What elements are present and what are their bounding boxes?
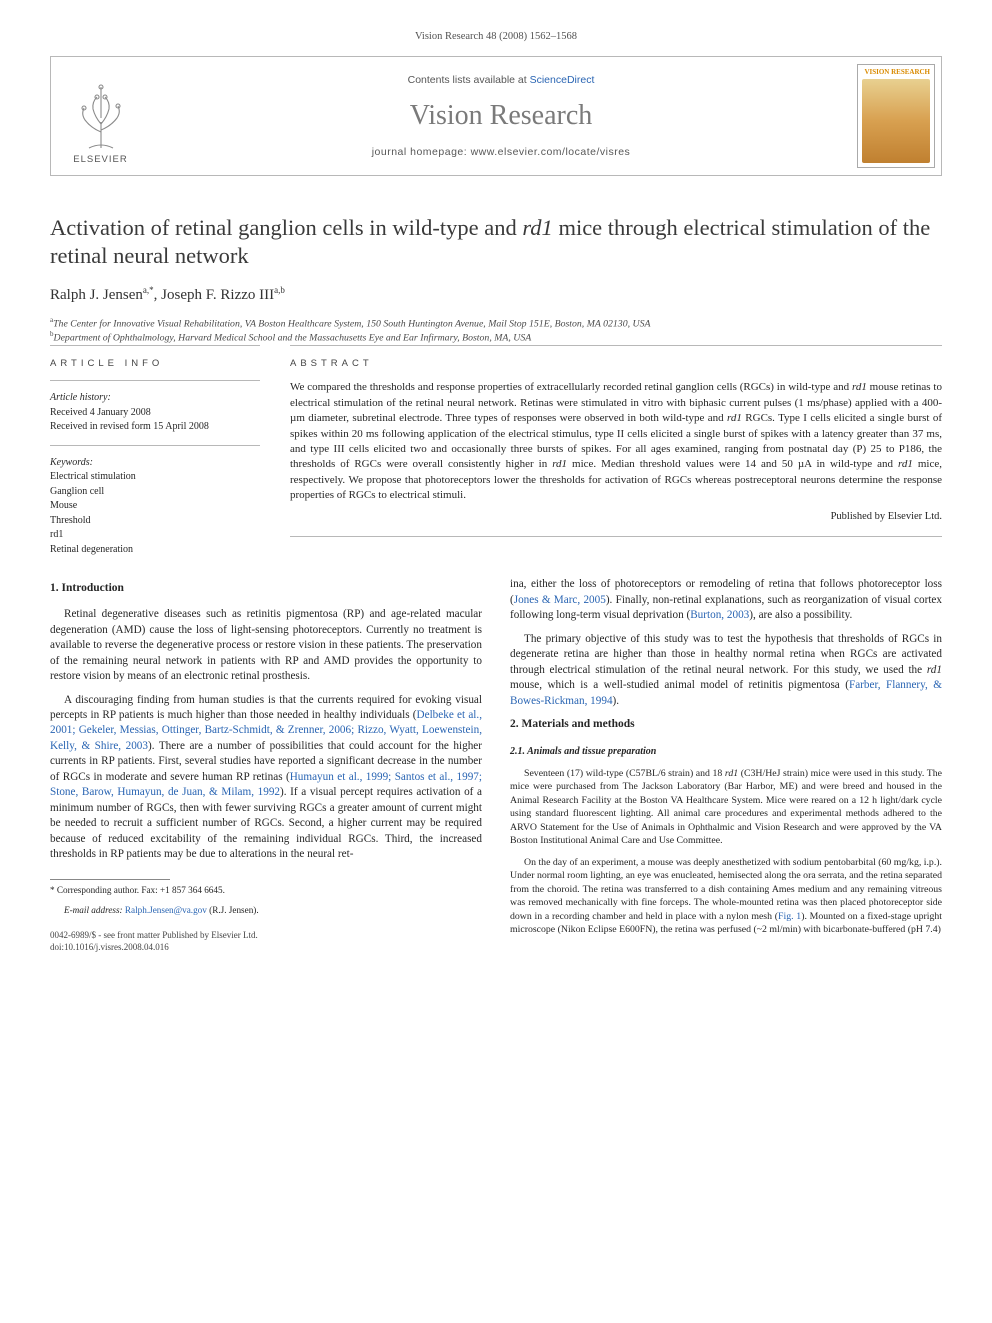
history-header: Article history: xyxy=(50,391,260,406)
intro-p3: The primary objective of this study was … xyxy=(510,632,942,709)
methods-p1-ital1: rd1 xyxy=(725,768,738,779)
title-pre: Activation of retinal ganglion cells in … xyxy=(50,215,522,240)
article-info-label: ARTICLE INFO xyxy=(50,358,260,371)
keyword-2: Ganglion cell xyxy=(50,485,260,500)
methods-p1: Seventeen (17) wild-type (C57BL/6 strain… xyxy=(510,767,942,848)
methods-p2: On the day of an experiment, a mouse was… xyxy=(510,856,942,937)
revised-date: Received in revised form 15 April 2008 xyxy=(50,420,260,435)
elsevier-tree-icon xyxy=(71,82,131,152)
info-rule-1 xyxy=(50,380,260,381)
keywords-block: Keywords: Electrical stimulation Ganglio… xyxy=(50,456,260,558)
intro-p2-cont: ina, either the loss of photoreceptors o… xyxy=(510,577,942,623)
fig1-link[interactable]: Fig. 1 xyxy=(778,911,801,922)
methods-p1b: (C3H/HeJ strain) mice were used in this … xyxy=(510,768,942,847)
article-title: Activation of retinal ganglion cells in … xyxy=(50,214,942,270)
abstract-column: ABSTRACT We compared the thresholds and … xyxy=(290,345,942,558)
intro-p3a: The primary objective of this study was … xyxy=(510,633,942,676)
published-by: Published by Elsevier Ltd. xyxy=(290,510,942,524)
title-ital: rd1 xyxy=(522,215,552,240)
contents-line: Contents lists available at ScienceDirec… xyxy=(408,73,595,87)
keywords-header: Keywords: xyxy=(50,456,260,471)
intro-p2: A discouraging finding from human studie… xyxy=(50,693,482,863)
methods-sub1: 2.1. Animals and tissue preparation xyxy=(510,745,942,759)
author-2: , Joseph F. Rizzo III xyxy=(154,287,274,303)
footnote-rule xyxy=(50,879,170,880)
footer-block: 0042-6989/$ - see front matter Published… xyxy=(50,930,482,953)
keyword-1: Electrical stimulation xyxy=(50,470,260,485)
abs-p1b: rd1 xyxy=(852,381,867,393)
contents-prefix: Contents lists available at xyxy=(408,74,530,86)
keyword-5-ital: rd1 xyxy=(50,529,63,540)
received-date: Received 4 January 2008 xyxy=(50,406,260,421)
ref-link-burton[interactable]: Burton, 2003 xyxy=(690,609,749,621)
authors-line: Ralph J. Jensena,*, Joseph F. Rizzo IIIa… xyxy=(50,284,942,305)
article-info-column: ARTICLE INFO Article history: Received 4… xyxy=(50,345,260,558)
abstract-text: We compared the thresholds and response … xyxy=(290,380,942,503)
intro-heading: 1. Introduction xyxy=(50,581,482,597)
affil-b: Department of Ophthalmology, Harvard Med… xyxy=(54,332,532,343)
affiliations: aThe Center for Innovative Visual Rehabi… xyxy=(50,316,942,345)
front-matter-line: 0042-6989/$ - see front matter Published… xyxy=(50,930,482,942)
email-label: E-mail address: xyxy=(64,905,123,915)
keyword-3: Mouse xyxy=(50,499,260,514)
citation-line: Vision Research 48 (2008) 1562–1568 xyxy=(50,30,942,44)
abstract-bottom-rule xyxy=(290,536,942,537)
info-rule-2 xyxy=(50,445,260,446)
cover-title: VISION RESEARCH xyxy=(862,69,930,76)
cover-thumb-block: VISION RESEARCH xyxy=(851,57,941,175)
abs-p1h: rd1 xyxy=(898,458,913,470)
publisher-logo-block: ELSEVIER xyxy=(51,57,151,175)
email-who: (R.J. Jensen). xyxy=(207,905,259,915)
doi-line: doi:10.1016/j.visres.2008.04.016 xyxy=(50,942,482,954)
ref-link-jones[interactable]: Jones & Marc, 2005 xyxy=(514,594,606,606)
author-1-sup: a,* xyxy=(143,285,154,295)
intro-p2f: ), are also a possibility. xyxy=(749,609,852,621)
corresponding-author: * Corresponding author. Fax: +1 857 364 … xyxy=(50,884,482,896)
banner-center: Contents lists available at ScienceDirec… xyxy=(151,57,851,175)
journal-banner: ELSEVIER Contents lists available at Sci… xyxy=(50,56,942,176)
methods-p1a: Seventeen (17) wild-type (C57BL/6 strain… xyxy=(524,768,725,779)
email-line: E-mail address: Ralph.Jensen@va.gov (R.J… xyxy=(50,904,482,916)
cover-image-graphic xyxy=(862,79,930,163)
keyword-5: rd1 xyxy=(50,528,260,543)
abs-p1d: rd1 xyxy=(727,412,742,424)
affil-a: The Center for Innovative Visual Rehabil… xyxy=(53,318,650,329)
abs-p1g: mice. Median threshold values were 14 an… xyxy=(567,458,898,470)
author-2-sup: a,b xyxy=(274,285,285,295)
journal-homepage: journal homepage: www.elsevier.com/locat… xyxy=(372,145,631,159)
publisher-name: ELSEVIER xyxy=(73,154,127,167)
author-1: Ralph J. Jensen xyxy=(50,287,143,303)
intro-p3b: mouse, which is a well-studied animal mo… xyxy=(510,679,849,691)
intro-p1: Retinal degenerative diseases such as re… xyxy=(50,607,482,684)
abs-p1a: We compared the thresholds and response … xyxy=(290,381,852,393)
abs-p1f: rd1 xyxy=(552,458,567,470)
cover-thumb: VISION RESEARCH xyxy=(857,64,935,168)
sciencedirect-link[interactable]: ScienceDirect xyxy=(530,74,595,86)
author-email-link[interactable]: Ralph.Jensen@va.gov xyxy=(125,905,207,915)
journal-name: Vision Research xyxy=(410,97,593,135)
intro-p3-ital: rd1 xyxy=(927,664,942,676)
methods-heading: 2. Materials and methods xyxy=(510,717,942,733)
keyword-6: Retinal degeneration xyxy=(50,543,260,558)
body-columns: 1. Introduction Retinal degenerative dis… xyxy=(50,577,942,953)
intro-p3c: ). xyxy=(613,695,620,707)
abstract-label: ABSTRACT xyxy=(290,358,942,371)
article-history-block: Article history: Received 4 January 2008… xyxy=(50,391,260,435)
keyword-4: Threshold xyxy=(50,514,260,529)
